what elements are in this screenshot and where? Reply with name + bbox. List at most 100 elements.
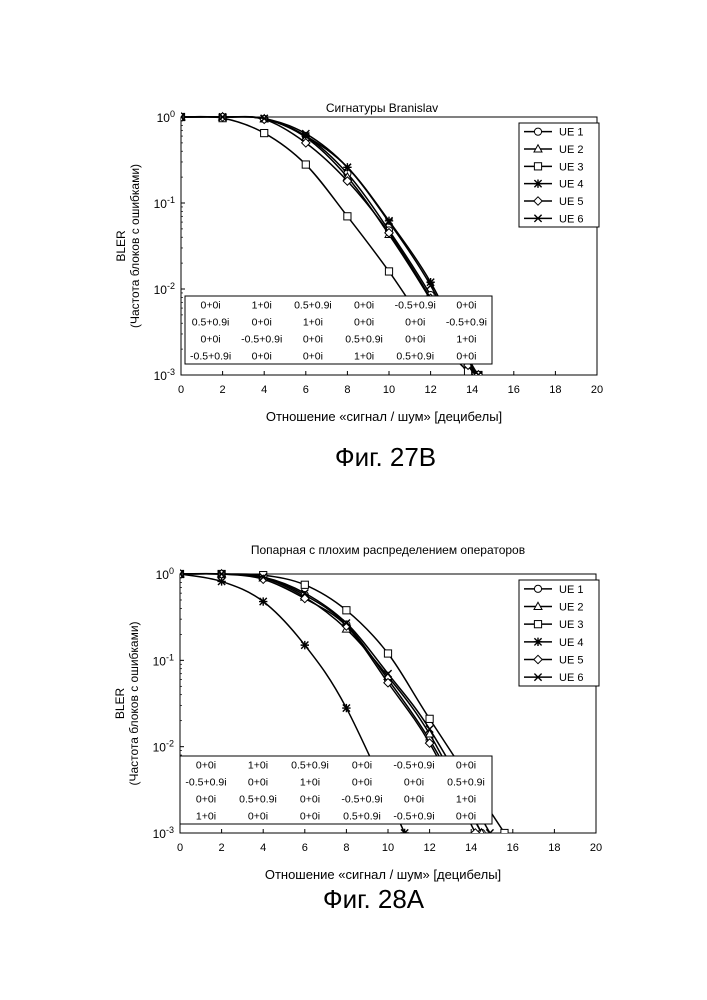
- matrix-box: [184, 295, 493, 365]
- data-point: [485, 828, 495, 833]
- legend-marker: [533, 162, 543, 171]
- data-point: [383, 677, 393, 688]
- legend-marker: [533, 601, 543, 610]
- data-point: [301, 129, 310, 138]
- y-axis-label-line2: (Частота блоков с ошибками): [128, 164, 142, 328]
- legend-label: UE 1: [559, 584, 583, 596]
- x-tick-label: 14: [465, 842, 477, 854]
- x-tick-label: 6: [303, 384, 309, 396]
- matrix-cell: 1+0i: [196, 811, 216, 823]
- matrix-cell: 0+0i: [456, 811, 476, 823]
- legend-marker: [533, 143, 543, 153]
- matrix-cell: -0.5+0.9i: [190, 351, 231, 363]
- legend-marker: [533, 214, 543, 223]
- matrix-cell: 0+0i: [201, 334, 221, 346]
- data-point: [384, 217, 394, 227]
- matrix-cell: 0+0i: [354, 317, 374, 329]
- figure-caption-27b: Фиг. 27B: [334, 442, 437, 472]
- matrix-cell: -0.5+0.9i: [241, 334, 282, 346]
- legend-marker: [533, 127, 543, 136]
- matrix-cell: 0.5+0.9i: [343, 811, 381, 823]
- data-point: [383, 669, 393, 678]
- data-point: [342, 176, 353, 186]
- chart-2: Попарная с плохим распределением операто…: [113, 543, 602, 882]
- data-point: [301, 160, 310, 169]
- matrix-cell: 0+0i: [196, 760, 216, 772]
- data-point: [425, 714, 434, 723]
- matrix-cell: 0+0i: [252, 317, 272, 329]
- matrix-cell: -0.5+0.9i: [395, 300, 436, 312]
- legend: UE 1 UE 2 UE 3 UE 4 UE 5 UE 6: [518, 579, 600, 687]
- matrix-cell: 1+0i: [354, 351, 374, 363]
- legend: UE 1 UE 2 UE 3 UE 4 UE 5 UE 6: [518, 122, 600, 228]
- legend-marker: [533, 196, 543, 206]
- matrix-cell: 1+0i: [456, 794, 476, 806]
- data-point: [260, 114, 269, 123]
- matrix-cell: 0+0i: [354, 300, 374, 312]
- matrix-cell: 0+0i: [303, 351, 323, 363]
- legend-label: UE 4: [559, 637, 583, 649]
- data-point: [500, 828, 509, 833]
- matrix-cell: 0.5+0.9i: [239, 794, 277, 806]
- matrix-cell: 1+0i: [300, 777, 320, 789]
- data-point: [384, 227, 394, 238]
- matrix-cell: 0.5+0.9i: [294, 300, 332, 312]
- data-point: [218, 112, 227, 122]
- matrix-cell: 1+0i: [303, 317, 323, 329]
- series-ue-4: [180, 569, 409, 833]
- y-tick-label: 100: [156, 566, 174, 582]
- matrix-cell: -0.5+0.9i: [446, 317, 487, 329]
- y-tick-label: 10-3: [154, 367, 175, 383]
- legend-label: UE 5: [559, 655, 583, 667]
- data-point: [473, 370, 484, 375]
- x-tick-label: 4: [261, 384, 267, 396]
- y-tick-label: 10-3: [153, 825, 174, 841]
- signature-matrix: 0+0i 1+0i 0.5+0.9i 0+0i -0.5+0.9i 0+0i 0.5+0.9…: [184, 295, 493, 365]
- data-point: [342, 618, 351, 628]
- legend-marker: [533, 654, 543, 665]
- x-tick-label: 2: [220, 384, 226, 396]
- matrix-cell: 0+0i: [201, 300, 221, 312]
- legend-label: UE 6: [559, 213, 583, 225]
- x-tick-label: 16: [507, 842, 519, 854]
- matrix-cell: 0+0i: [196, 794, 216, 806]
- matrix-cell: 0+0i: [352, 777, 372, 789]
- data-point: [342, 703, 351, 713]
- data-point: [300, 580, 309, 589]
- y-tick-label: 100: [157, 109, 175, 125]
- chart-1: Сигнатуры Branislav 0 2 4 6 8 10 12 14 16 18 20 Отно…: [114, 101, 603, 424]
- data-point: [425, 724, 434, 734]
- x-tick-label: 14: [466, 384, 478, 396]
- x-tick-label: 20: [591, 384, 603, 396]
- legend-label: UE 3: [559, 619, 583, 631]
- data-point: [474, 370, 483, 375]
- data-point: [301, 131, 310, 141]
- matrix-box: [179, 755, 493, 825]
- x-tick-label: 12: [424, 384, 436, 396]
- data-point: [342, 606, 351, 615]
- matrix-cell: 0+0i: [352, 760, 372, 772]
- data-point: [384, 267, 394, 276]
- y-axis-label-line2: (Частота блоков с ошибками): [127, 621, 141, 785]
- x-axis-label: Отношение «сигнал / шум» [децибелы]: [266, 409, 502, 424]
- data-point: [300, 589, 309, 598]
- series-ue-6: [180, 569, 495, 833]
- y-axis-label-line1: BLER: [114, 230, 128, 262]
- legend-label: UE 2: [559, 144, 583, 156]
- matrix-cell: 0+0i: [300, 811, 320, 823]
- legend-marker: [533, 179, 543, 188]
- matrix-cell: -0.5+0.9i: [393, 811, 434, 823]
- figure-caption-28a: Фиг. 28A: [322, 884, 425, 914]
- data-point: [341, 621, 352, 631]
- data-point: [300, 137, 311, 148]
- data-point: [383, 649, 393, 658]
- data-point: [260, 128, 269, 138]
- legend-marker: [533, 673, 543, 682]
- data-point: [300, 640, 309, 650]
- matrix-cell: 0+0i: [405, 317, 425, 329]
- legend-label: UE 4: [559, 179, 583, 191]
- y-axis-label-line1: BLER: [113, 687, 127, 719]
- matrix-cell: -0.5+0.9i: [185, 777, 226, 789]
- y-tick-label: 10-2: [153, 739, 174, 755]
- matrix-cell: 0.5+0.9i: [447, 777, 485, 789]
